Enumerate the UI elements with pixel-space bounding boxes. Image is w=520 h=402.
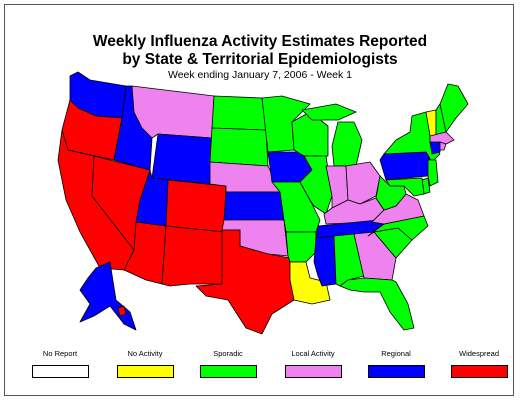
state-md xyxy=(385,177,425,197)
state-hi xyxy=(117,305,127,317)
legend-swatch xyxy=(116,365,174,378)
state-ma xyxy=(429,131,455,145)
state-ak xyxy=(79,261,137,331)
state-la xyxy=(289,261,331,305)
legend-item-sporadic: Sporadic xyxy=(193,349,263,378)
state-ms xyxy=(313,235,337,287)
legend-label: Sporadic xyxy=(213,349,243,358)
map-title-line-2: by State & Territorial Epidemiologists xyxy=(122,51,398,68)
state-ga xyxy=(353,231,397,281)
state-ct xyxy=(429,141,441,155)
state-oh xyxy=(345,161,381,205)
legend-label: No Report xyxy=(42,349,78,358)
legend-swatch xyxy=(199,365,257,378)
state-sd xyxy=(209,127,269,167)
map-subtitle: Week ending January 7, 2006 - Week 1 xyxy=(167,69,353,81)
state-ks xyxy=(223,191,285,221)
state-tx xyxy=(195,229,295,335)
legend-swatch xyxy=(367,365,425,378)
state-wv xyxy=(375,175,407,211)
legend-item-no-report: No Report xyxy=(25,349,95,378)
state-ar xyxy=(285,231,317,263)
legend-item-local-activity: Local Activity xyxy=(278,349,348,378)
state-mt xyxy=(131,85,215,139)
legend-label: Widespread xyxy=(458,349,500,358)
legend-swatch xyxy=(31,365,89,378)
legend-label: Regional xyxy=(381,349,411,358)
state-nd xyxy=(211,95,267,131)
state-wy xyxy=(151,133,213,185)
state-ri xyxy=(439,141,447,151)
map-title-line-1: Weekly Influenza Activity Estimates Repo… xyxy=(92,33,428,50)
state-me xyxy=(439,83,469,133)
state-nm xyxy=(161,225,225,287)
state-fl xyxy=(339,277,415,331)
legend-item-widespread: Widespread xyxy=(444,349,514,378)
state-mi-upper xyxy=(301,103,357,121)
legend-swatch xyxy=(450,365,508,378)
legend-swatch xyxy=(284,365,342,378)
map-frame xyxy=(4,4,514,396)
legend-label: Local Activity xyxy=(291,349,335,358)
state-pa xyxy=(379,151,433,181)
legend-label: No Activity xyxy=(127,349,163,358)
state-mi xyxy=(331,121,363,167)
legend-item-regional: Regional xyxy=(361,349,431,378)
state-co xyxy=(165,179,227,233)
legend-item-no-activity: No Activity xyxy=(110,349,180,378)
state-nj xyxy=(427,159,439,187)
